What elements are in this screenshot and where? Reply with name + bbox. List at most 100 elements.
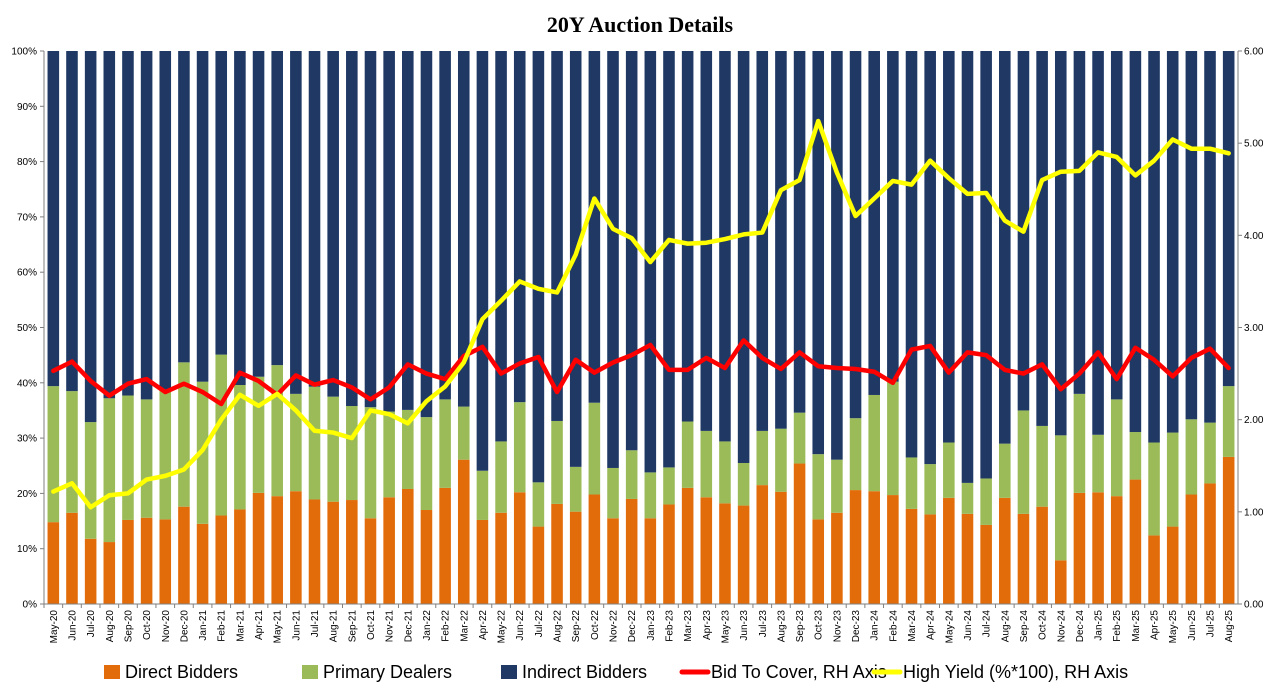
x-tick-label-54: Nov-24: [1056, 610, 1067, 643]
bar-primary-dealers-51: [999, 443, 1011, 498]
bar-primary-dealers-60: [1166, 432, 1179, 527]
x-tick-label-33: Feb-23: [664, 610, 675, 642]
bar-direct-bidders-47: [924, 514, 936, 604]
bar-primary-dealers-1: [66, 391, 78, 513]
bar-indirect-bidders-46: [905, 51, 918, 458]
bar-direct-bidders-19: [402, 488, 414, 604]
bar-direct-bidders-17: [364, 518, 377, 604]
bar-primary-dealers-59: [1148, 442, 1160, 536]
bar-primary-dealers-7: [178, 362, 190, 507]
x-tick-label-0: May-20: [49, 610, 60, 644]
x-tick-label-35: Apr-23: [702, 610, 713, 640]
bar-indirect-bidders-14: [308, 51, 321, 387]
bar-indirect-bidders-29: [588, 51, 601, 403]
right-tick-label-0: 0.00: [1244, 600, 1264, 611]
bar-indirect-bidders-3: [103, 51, 116, 399]
bar-direct-bidders-46: [905, 508, 918, 604]
bar-primary-dealers-63: [1222, 386, 1235, 457]
bar-indirect-bidders-16: [346, 51, 358, 407]
bar-indirect-bidders-42: [831, 51, 843, 460]
bar-direct-bidders-43: [849, 490, 862, 604]
x-tick-label-8: Jan-21: [198, 610, 209, 641]
bar-primary-dealers-50: [980, 478, 992, 525]
x-tick-label-28: Sep-22: [571, 610, 582, 643]
bar-direct-bidders-12: [271, 496, 283, 604]
x-tick-label-60: May-25: [1168, 610, 1179, 644]
bar-direct-bidders-40: [793, 463, 806, 604]
bar-direct-bidders-18: [383, 497, 395, 604]
bar-primary-dealers-57: [1110, 399, 1123, 497]
bar-indirect-bidders-1: [66, 51, 78, 392]
bar-indirect-bidders-56: [1092, 51, 1104, 435]
bar-primary-dealers-29: [588, 402, 601, 495]
bar-direct-bidders-50: [980, 524, 992, 604]
bar-direct-bidders-6: [159, 519, 172, 604]
left-tick-label-8: 80%: [17, 157, 37, 168]
bar-primary-dealers-44: [868, 394, 880, 492]
x-tick-label-37: Jun-23: [739, 610, 750, 641]
bar-indirect-bidders-53: [1036, 51, 1048, 426]
bar-direct-bidders-41: [812, 519, 825, 604]
bar-direct-bidders-38: [756, 485, 769, 604]
right-tick-label-2: 2.00: [1244, 415, 1264, 426]
bar-indirect-bidders-62: [1204, 51, 1216, 423]
x-tick-label-40: Sep-23: [795, 610, 806, 643]
bar-primary-dealers-38: [756, 430, 769, 486]
bar-direct-bidders-55: [1073, 492, 1086, 604]
bar-direct-bidders-27: [551, 503, 563, 604]
x-tick-label-56: Jan-25: [1094, 610, 1105, 641]
left-tick-label-0: 0%: [23, 600, 38, 611]
legend-label-0: Direct Bidders: [125, 662, 238, 682]
bar-direct-bidders-1: [66, 512, 78, 604]
right-tick-label-3: 3.00: [1244, 323, 1264, 334]
bar-direct-bidders-60: [1166, 526, 1179, 604]
bar-indirect-bidders-17: [364, 51, 377, 408]
x-tick-label-55: Dec-24: [1075, 610, 1086, 643]
bar-indirect-bidders-8: [196, 51, 209, 382]
bar-primary-dealers-5: [140, 399, 153, 518]
x-tick-label-52: Sep-24: [1019, 610, 1030, 643]
bar-direct-bidders-0: [47, 522, 60, 604]
legend-label-3: Bid To Cover, RH Axis: [711, 662, 887, 682]
x-tick-label-4: Sep-20: [123, 610, 134, 643]
line-layer: [51, 118, 1231, 510]
bar-primary-dealers-18: [383, 411, 395, 498]
bar-direct-bidders-59: [1148, 535, 1160, 604]
bar-primary-dealers-10: [234, 385, 246, 510]
bar-primary-dealers-49: [961, 482, 974, 514]
bar-primary-dealers-47: [924, 464, 936, 515]
legend-swatch-0: [104, 665, 120, 679]
bar-indirect-bidders-27: [551, 51, 563, 421]
bar-primary-dealers-14: [308, 386, 321, 500]
x-tick-label-53: Oct-24: [1038, 610, 1049, 640]
bar-direct-bidders-4: [122, 519, 134, 604]
bar-indirect-bidders-63: [1222, 51, 1235, 387]
bar-direct-bidders-29: [588, 494, 601, 604]
bar-primary-dealers-46: [905, 457, 918, 509]
bar-direct-bidders-51: [999, 497, 1011, 604]
legend-swatch-2: [501, 665, 517, 679]
bar-primary-dealers-24: [495, 441, 507, 513]
bar-primary-dealers-56: [1092, 434, 1104, 493]
bar-indirect-bidders-47: [924, 51, 936, 465]
bar-indirect-bidders-21: [439, 51, 451, 400]
bar-indirect-bidders-43: [849, 51, 862, 419]
bar-indirect-bidders-24: [495, 51, 507, 442]
x-tick-label-20: Jan-22: [422, 610, 433, 641]
right-tick-label-6: 6.00: [1244, 47, 1264, 58]
x-tick-label-30: Nov-22: [609, 610, 620, 643]
bar-primary-dealers-6: [159, 389, 172, 520]
bar-indirect-bidders-57: [1110, 51, 1123, 400]
bar-direct-bidders-53: [1036, 506, 1048, 604]
bar-primary-dealers-32: [644, 472, 657, 519]
bar-direct-bidders-11: [252, 492, 265, 604]
left-tick-label-2: 20%: [17, 489, 37, 500]
x-tick-label-47: Apr-24: [926, 610, 937, 640]
legend-label-1: Primary Dealers: [323, 662, 452, 682]
x-tick-label-34: Mar-23: [683, 610, 694, 642]
legend-label-2: Indirect Bidders: [522, 662, 647, 682]
x-tick-label-45: Feb-24: [888, 610, 899, 642]
bar-direct-bidders-10: [234, 509, 246, 604]
bar-primary-dealers-23: [476, 470, 489, 520]
bar-direct-bidders-61: [1185, 494, 1198, 604]
